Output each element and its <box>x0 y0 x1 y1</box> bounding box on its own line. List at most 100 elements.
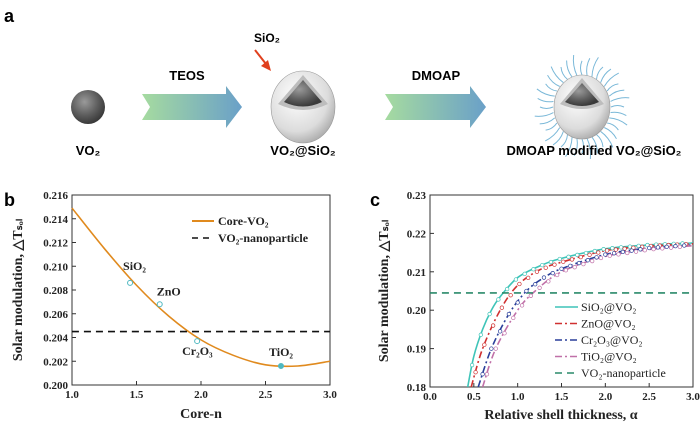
data-point <box>610 245 615 251</box>
x-axis-label: Relative shell thickness, α <box>484 408 637 423</box>
data-point <box>487 311 492 317</box>
data-point <box>543 265 548 270</box>
x-tick-label: 1.0 <box>511 391 525 403</box>
data-point <box>490 323 496 328</box>
data-point <box>568 263 573 269</box>
vo2-label: VO₂ <box>76 143 101 158</box>
data-point <box>655 245 661 250</box>
data-point <box>508 293 513 298</box>
ligand-chain <box>609 117 628 126</box>
data-point <box>480 372 485 377</box>
dmoap-modified-particle <box>534 54 630 160</box>
ligand-chain <box>586 58 591 76</box>
legend-label: Core-VO₂ <box>218 214 269 228</box>
ligand-chain <box>565 136 573 157</box>
data-point <box>517 281 522 287</box>
x-tick-label: 1.0 <box>65 389 79 401</box>
x-tick-label: 2.5 <box>259 389 273 401</box>
ligand-chain <box>545 83 557 92</box>
data-point <box>506 311 512 317</box>
legend-label: ZnO@VO₂ <box>581 317 636 331</box>
ligand-chain <box>591 136 598 154</box>
data-point <box>622 246 627 251</box>
data-point <box>557 256 562 262</box>
data-point <box>633 249 639 254</box>
y-axis-label: Solar modulation, △Tₛₒₗ <box>11 219 26 361</box>
y-tick-label: 0.214 <box>43 214 68 226</box>
ligand-chain <box>560 134 568 148</box>
teos-arrow <box>142 86 242 128</box>
data-point <box>581 261 586 267</box>
data-point <box>664 244 669 249</box>
ligand-chain <box>586 138 592 160</box>
data-point <box>552 262 557 267</box>
x-tick-label: 0.0 <box>423 391 437 403</box>
dmoap-label: DMOAP <box>412 68 461 83</box>
y-tick-label: 0.18 <box>407 382 427 394</box>
ligand-chain <box>547 74 560 87</box>
ligand-chain <box>545 127 561 142</box>
plot-frame <box>429 194 694 388</box>
data-point <box>537 285 542 290</box>
pointer-arrow-icon <box>254 49 271 71</box>
panel-a: a VO₂ TEOS SiO₂ VO₂@SiO₂ DMOAP DMOAP mod… <box>4 6 682 160</box>
data-point <box>629 248 634 253</box>
y-tick-label: 0.206 <box>43 309 68 321</box>
ligand-chain <box>591 57 599 78</box>
x-tick-label: 0.5 <box>467 391 481 403</box>
series-line-1 <box>71 207 331 368</box>
ligand-chain <box>534 112 554 117</box>
data-point <box>566 254 571 259</box>
ligand-chain <box>596 66 604 80</box>
data-point <box>682 243 687 248</box>
y-tick-label: 0.204 <box>43 333 68 345</box>
ligand-chain <box>603 72 619 87</box>
point-label: Cr₂O₃ <box>182 344 213 358</box>
panel-letter-a: a <box>4 6 15 26</box>
data-point <box>493 346 498 351</box>
ligand-chain <box>610 111 627 117</box>
data-point <box>497 329 503 334</box>
data-point <box>598 255 604 261</box>
point-label: ZnO <box>157 284 181 298</box>
data-point <box>513 277 519 282</box>
data-point <box>554 272 560 278</box>
ligand-chain <box>566 60 573 78</box>
data-point <box>594 255 599 260</box>
data-point <box>601 246 606 252</box>
ligand-chain <box>539 117 556 125</box>
legend: SiO₂@VO₂ ZnO@VO₂ Cr₂O₃@VO₂ TiO₂@VO₂ VO₂-nano… <box>555 300 666 380</box>
data-point <box>620 249 626 255</box>
data-point <box>519 303 525 308</box>
sio2-pointer-label: SiO₂ <box>254 31 280 45</box>
y-tick-label: 0.212 <box>43 238 68 250</box>
data-point <box>627 244 633 249</box>
x-tick-label: 2.5 <box>642 391 656 403</box>
x-tick-label: 3.0 <box>686 391 700 403</box>
data-point <box>478 332 483 337</box>
x-tick-label: 1.5 <box>555 391 569 403</box>
data-point <box>578 254 583 260</box>
data-point <box>638 247 643 252</box>
data-point <box>575 252 580 258</box>
data-point <box>511 315 516 321</box>
x-tick-label: 1.5 <box>130 389 144 401</box>
data-point <box>611 251 617 256</box>
data-point <box>576 260 582 266</box>
ligand-chain <box>560 66 568 80</box>
data-point <box>677 244 682 249</box>
data-point <box>546 279 551 284</box>
ligand-chain <box>581 138 584 154</box>
ligand-chain <box>580 60 583 76</box>
vo2-sio2-particle <box>270 70 336 144</box>
ligand-chain <box>600 131 614 148</box>
vo2-particle <box>71 90 105 124</box>
data-point <box>515 300 520 305</box>
y-tick-label: 0.20 <box>407 305 427 317</box>
data-point <box>526 275 531 281</box>
data-point <box>540 262 545 268</box>
data-point <box>502 331 507 336</box>
ligand-chain <box>606 83 619 92</box>
data-point <box>585 258 590 263</box>
data-point <box>616 252 621 257</box>
